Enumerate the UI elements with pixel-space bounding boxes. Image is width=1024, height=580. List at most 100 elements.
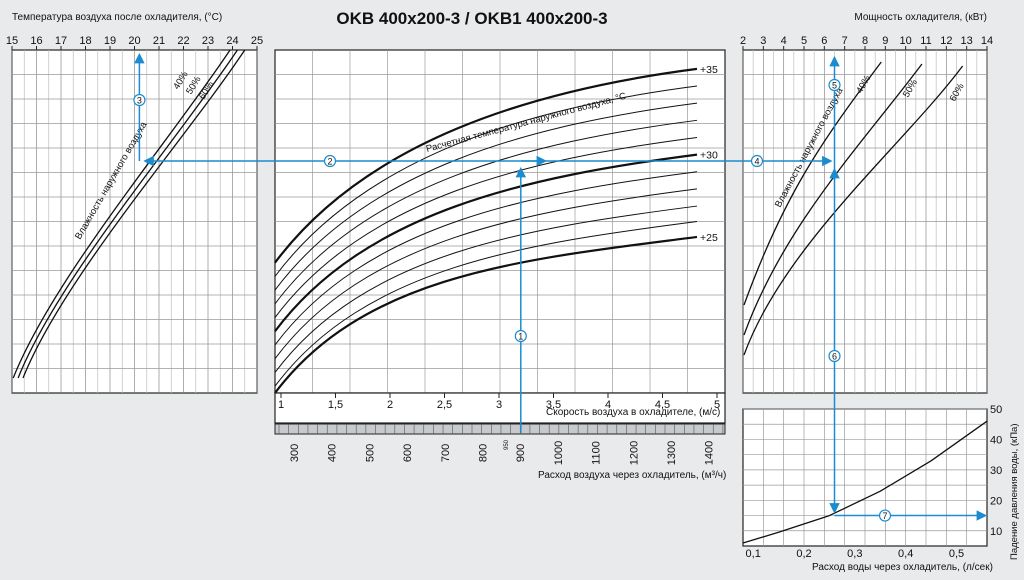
- air-flow-ticks: 300 400 500 600 700 800 900 1000 1100 1200 1300 140…: [278, 424, 724, 465]
- humidity-curve: [17, 49, 238, 379]
- outlet-temperature-tick-label: 23: [202, 35, 214, 47]
- outlet-temperature-panel: 15 16 17 18 19 20 21 22 23 24 25 40%50%60% Темпера…: [6, 12, 263, 394]
- outlet-temperature-grid: [11, 50, 258, 393]
- pressure-drop-tick-label: 50: [990, 404, 1002, 416]
- cooling-power-panel: 2 3 4 5 6 7 8 9 10 11 12 13 14 40% 50% 60% Мощность ох…: [740, 12, 993, 394]
- water-flow-axis-label: Расход воды через охладитель, (л/сек): [812, 562, 993, 573]
- step-marker: [750, 154, 764, 168]
- temperature-curve: [274, 102, 698, 291]
- water-flow-tick-label: 0,5: [949, 548, 964, 560]
- pressure-drop-tick-label: 30: [990, 465, 1002, 477]
- air-flow-tick-label: 1200: [628, 441, 640, 465]
- pressure-drop-ticks: 0,1 0,2 0,3 0,4 0,5 10 20 30 40 50: [746, 404, 1003, 560]
- step-marker: [133, 93, 146, 107]
- air-velocity-panel: +35 +30 +25 1 1,5 2 2,5 3 3,5 4 4,5 5 Скорость воз…: [274, 49, 726, 481]
- air-flow-tick-label: 500: [364, 444, 376, 462]
- velocity-tick-label: 1,5: [328, 399, 343, 411]
- temperature-curve: [274, 153, 698, 332]
- temperature-curve: [274, 171, 698, 346]
- cooling-power-tick-label: 6: [821, 35, 827, 47]
- temperature-curve-label: +30: [700, 150, 718, 162]
- water-flow-tick-label: 0,1: [746, 548, 761, 560]
- velocity-tick-label: 4: [605, 399, 611, 411]
- outlet-temperature-ticks: 15 16 17 18 19 20 21 22 23 24 25: [6, 35, 263, 50]
- temperature-curve-label: +35: [700, 64, 718, 76]
- outlet-temperature-tick-label: 18: [79, 35, 91, 47]
- humidity-curve: [743, 63, 923, 336]
- humidity-curve: [743, 65, 964, 356]
- pressure-drop-axis-label: Падение давления воды, (кПа): [1009, 424, 1020, 561]
- velocity-tick-label: 5: [714, 399, 720, 411]
- step-marker: [878, 509, 892, 522]
- step-marker: [828, 78, 841, 92]
- velocity-tick-label: 1: [278, 399, 284, 411]
- humidity-curve: [22, 49, 246, 379]
- cooling-power-axis-label: Мощность охладителя, (кВт): [854, 12, 987, 23]
- cooling-power-grid: [742, 50, 988, 393]
- temperature-curve: [274, 67, 698, 264]
- air-flow-tick-label: 900: [515, 444, 527, 462]
- air-flow-tick-label: 700: [440, 444, 452, 462]
- temperature-curve: [274, 188, 698, 360]
- air-velocity-grid: [275, 50, 725, 393]
- outlet-temperature-tick-label: 24: [226, 35, 238, 47]
- pressure-drop-curves: [742, 420, 988, 544]
- step-marker-label: 4: [754, 157, 759, 167]
- cooling-power-tick-label: 11: [920, 35, 931, 47]
- velocity-tick-label: 2,5: [437, 399, 452, 411]
- humidity-curve: [743, 61, 882, 306]
- outlet-temperature-tick-label: 15: [6, 35, 18, 47]
- water-flow-tick-label: 0,4: [898, 548, 913, 560]
- temperature-curve: [274, 235, 698, 394]
- cooling-power-tick-label: 3: [760, 35, 766, 47]
- step-marker-label: 6: [832, 352, 837, 362]
- velocity-ticks: 1 1,5 2 2,5 3 3,5 4 4,5 5: [278, 393, 720, 411]
- cooling-power-ticks: 2 3 4 5 6 7 8 9 10 11 12 13 14: [740, 35, 993, 50]
- temperature-curve: [274, 119, 698, 305]
- cooling-power-tick-label: 14: [981, 35, 993, 47]
- velocity-tick-label: 3: [496, 399, 502, 411]
- outlet-temperature-tick-label: 21: [153, 35, 165, 47]
- outlet-temperature-tick-label: 25: [251, 35, 263, 47]
- cooling-power-tick-label: 12: [940, 35, 952, 47]
- outlet-temperature-tick-label: 20: [128, 35, 140, 47]
- step-marker-label: 1: [518, 332, 523, 342]
- cooling-power-tick-label: 4: [781, 35, 787, 47]
- pressure-drop-curve: [742, 420, 988, 544]
- air-flow-tick-label: 300: [289, 444, 301, 462]
- air-flow-tick-label: 1000: [553, 441, 565, 465]
- step-marker: [828, 349, 841, 363]
- step-marker-label: 2: [327, 157, 332, 167]
- humidity-curve: [12, 49, 231, 379]
- air-flow-tick-label: 800: [478, 444, 490, 462]
- air-flow-tick-label: 1400: [704, 441, 716, 465]
- air-velocity-curves: +35 +30 +25: [274, 64, 718, 394]
- flow-scale-bar: [274, 423, 726, 435]
- air-flow-axis-label: Расход воздуха через охладитель, (м³/ч): [538, 470, 726, 481]
- air-flow-tick-label: 1300: [666, 441, 678, 465]
- temperature-curve-label: +25: [700, 232, 718, 244]
- solution-path: 1 2 3 4 5 6 7: [133, 52, 988, 522]
- water-flow-tick-label: 0,2: [796, 548, 811, 560]
- water-flow-tick-label: 0,3: [847, 548, 862, 560]
- cooling-power-tick-label: 8: [862, 35, 868, 47]
- chart-title: OKB 400x200-3 / OKB1 400x200-3: [336, 9, 607, 28]
- cooling-power-tick-label: 7: [842, 35, 848, 47]
- cooling-power-tick-label: 13: [961, 35, 973, 47]
- velocity-axis-box: [274, 392, 726, 424]
- air-flow-tick-label: 400: [327, 444, 339, 462]
- velocity-tick-label: 3,5: [546, 399, 561, 411]
- step-marker-label: 5: [832, 81, 837, 91]
- pressure-drop-tick-label: 40: [990, 434, 1002, 446]
- air-flow-tick-label: 600: [402, 444, 414, 462]
- velocity-axis-label: Скорость воздуха в охладителе, (м/с): [546, 407, 720, 418]
- step-marker: [514, 329, 527, 343]
- pressure-drop-tick-label: 10: [990, 526, 1002, 538]
- temperature-curve: [274, 85, 698, 277]
- cooling-power-tick-label: 2: [740, 35, 746, 47]
- temperature-curve: [274, 136, 698, 318]
- cooling-power-tick-label: 10: [900, 35, 912, 47]
- air-flow-note: 950: [504, 439, 510, 450]
- velocity-tick-label: 2: [387, 399, 393, 411]
- pressure-drop-tick-label: 20: [990, 495, 1002, 507]
